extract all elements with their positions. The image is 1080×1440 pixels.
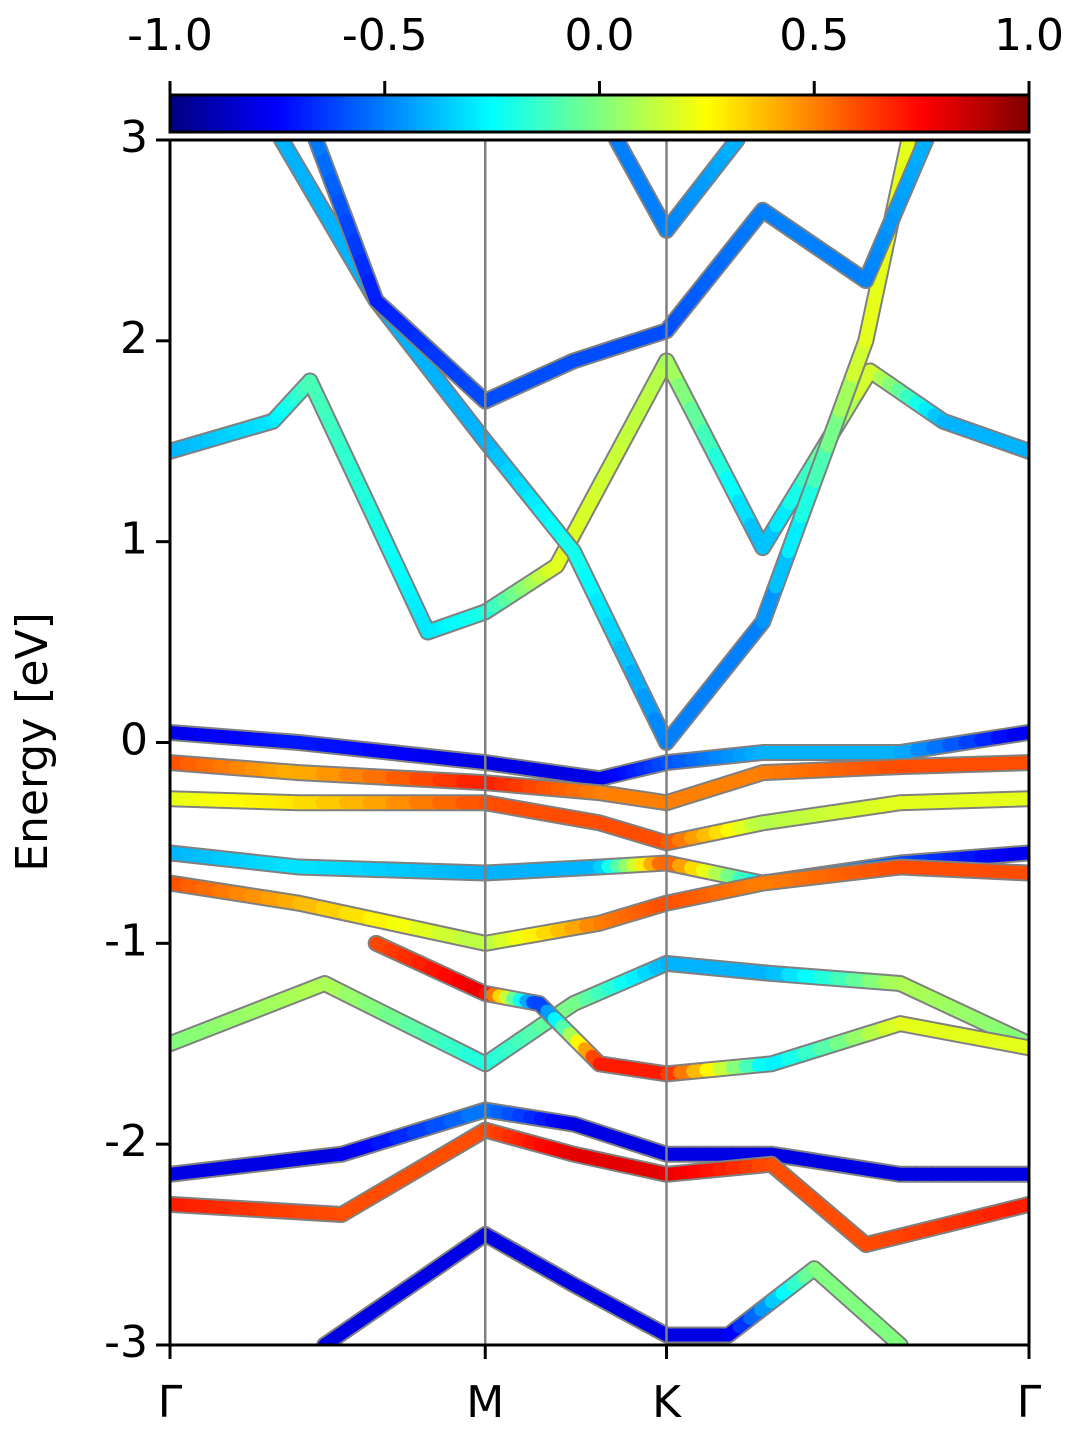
bands (170, 140, 1029, 1345)
x-tick-label: M (466, 1377, 504, 1428)
band-segment (1006, 1038, 1029, 1055)
y-tick-label: -1 (104, 915, 148, 966)
colorbar-tick-label: -1.0 (127, 10, 213, 61)
band-segment (1006, 756, 1029, 770)
y-tick-label: 3 (120, 112, 148, 163)
band-segment (721, 140, 744, 158)
band-segment (1006, 725, 1029, 742)
band-segment (1006, 846, 1029, 861)
band-segment (1002, 1197, 1029, 1216)
x-tick-label: Γ (158, 1377, 183, 1428)
y-tick-label: 0 (120, 715, 148, 766)
band-segment (1011, 441, 1029, 458)
y-tick-label: -3 (104, 1317, 148, 1368)
band-segment (896, 140, 916, 172)
band-outline (273, 140, 918, 751)
plot-frame (168, 138, 1031, 1347)
colorbar-tick-label: -0.5 (342, 10, 428, 61)
band-segment (1006, 792, 1029, 806)
colorbar-tick-label: 1.0 (994, 10, 1064, 61)
band-outline (170, 1121, 1029, 1254)
y-axis-label: Energy [eV] (7, 612, 58, 872)
band-segment (911, 140, 933, 165)
band-segment (1006, 865, 1029, 880)
colorbar (168, 93, 1031, 134)
x-tick-label: K (652, 1377, 682, 1428)
y-tick-label: -2 (104, 1116, 148, 1167)
x-tick-label: Γ (1017, 1377, 1042, 1428)
y-tick-label: 1 (120, 514, 148, 565)
band-segment (882, 1328, 907, 1345)
y-tick-label: 2 (120, 313, 148, 364)
band-outline (307, 140, 935, 410)
colorbar-tick-label: 0.5 (779, 10, 849, 61)
colorbar-tick-label: 0.0 (565, 10, 635, 61)
